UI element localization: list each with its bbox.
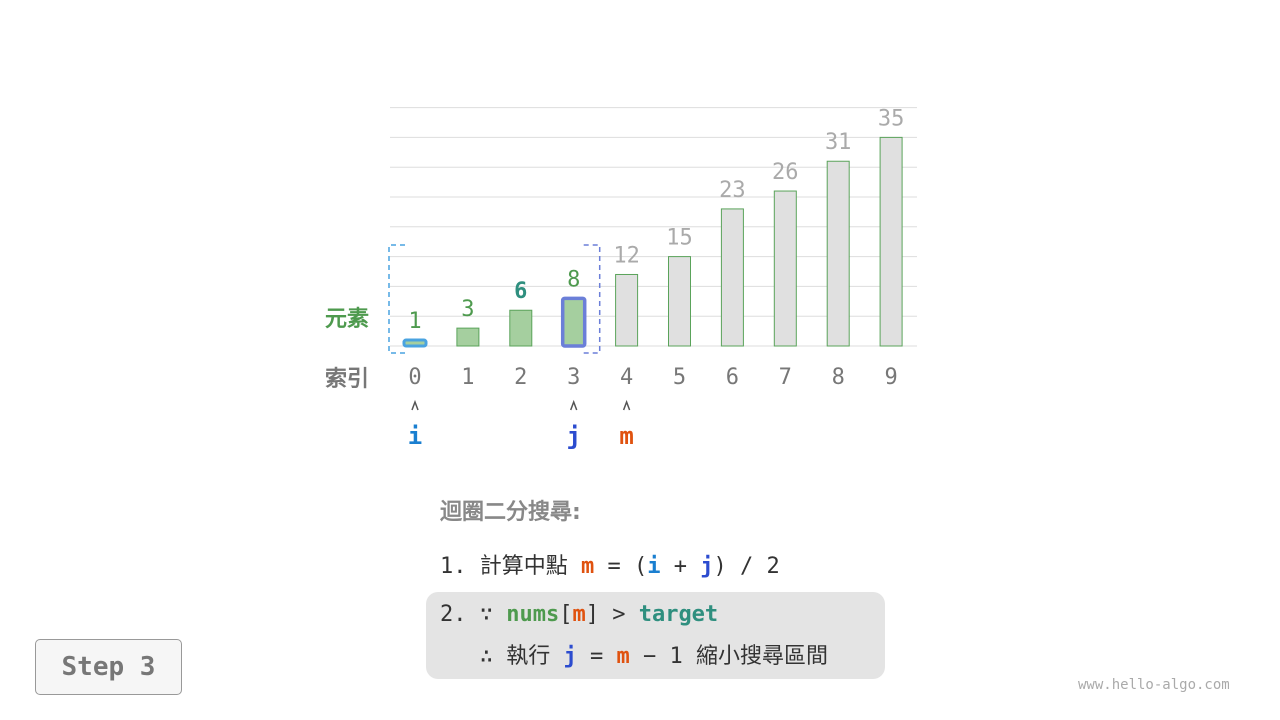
value-label: 15: [666, 226, 693, 251]
index-label: 8: [832, 365, 845, 390]
pointer-arrow-icon: [622, 399, 631, 411]
bar: [826, 160, 850, 347]
pointer-j: j: [566, 422, 580, 450]
pointer-arrow-icon: [569, 399, 578, 411]
value-label: 1: [408, 309, 421, 334]
var-m: m: [616, 644, 630, 669]
value-label: 35: [878, 106, 905, 131]
text: =: [576, 644, 617, 669]
text: [: [559, 602, 573, 627]
watermark: www.hello-algo.com: [1078, 677, 1230, 693]
bar: [879, 136, 903, 347]
value-label: 8: [567, 267, 580, 292]
algorithm-title: 迴圈二分搜尋:: [440, 500, 581, 525]
var-m: m: [580, 554, 595, 579]
text: +: [660, 554, 701, 579]
step-button[interactable]: Step 3: [35, 639, 182, 695]
value-label: 3: [461, 297, 474, 322]
text: ) / 2: [713, 554, 780, 579]
value-label: 23: [719, 178, 746, 203]
var-m: m: [572, 602, 586, 627]
index-row-label: 索引: [325, 367, 370, 392]
text: 1. 計算中點: [440, 554, 581, 579]
value-label: 6: [514, 279, 527, 304]
text: − 1 縮小搜尋區間: [629, 644, 828, 669]
index-label: 2: [514, 365, 527, 390]
var-j: j: [563, 644, 577, 669]
index-label: 5: [673, 365, 686, 390]
index-label: 9: [884, 365, 897, 390]
step-1-line: 1. 計算中點 m = (i + j) / 2: [440, 548, 780, 580]
text: = (: [594, 554, 648, 579]
index-label: 0: [408, 365, 421, 390]
var-j: j: [700, 554, 714, 579]
bar: [773, 190, 797, 347]
value-label: 26: [772, 160, 799, 185]
bar: [456, 327, 480, 347]
index-label: 6: [726, 365, 739, 390]
bar: [720, 208, 744, 347]
bar: [615, 273, 639, 347]
var-i: i: [647, 554, 661, 579]
bar: [668, 256, 691, 347]
bar: [402, 338, 428, 348]
bar: [509, 309, 533, 347]
var-nums: nums: [506, 602, 560, 627]
current-step-highlight: [426, 592, 885, 679]
text: ∴ 執行: [440, 644, 564, 669]
var-target: target: [638, 602, 719, 627]
value-label: 12: [613, 243, 640, 268]
element-row-label: 元素: [325, 307, 370, 332]
index-label: 7: [779, 365, 792, 390]
bar: [560, 296, 587, 348]
pointer-i: i: [408, 422, 422, 450]
index-label: 3: [567, 365, 580, 390]
step-2-action-line: ∴ 執行 j = m − 1 縮小搜尋區間: [440, 638, 828, 670]
range-bracket-left: [388, 244, 405, 354]
value-label: 31: [825, 130, 852, 155]
step-2-line: 2. ∵ nums[m] > target: [440, 602, 718, 627]
index-label: 1: [461, 365, 474, 390]
pointer-arrow-icon: [411, 399, 419, 411]
index-label: 4: [620, 365, 633, 390]
pointer-m: m: [619, 422, 633, 450]
text: 2. ∵: [440, 602, 507, 627]
text: ] >: [585, 602, 639, 627]
